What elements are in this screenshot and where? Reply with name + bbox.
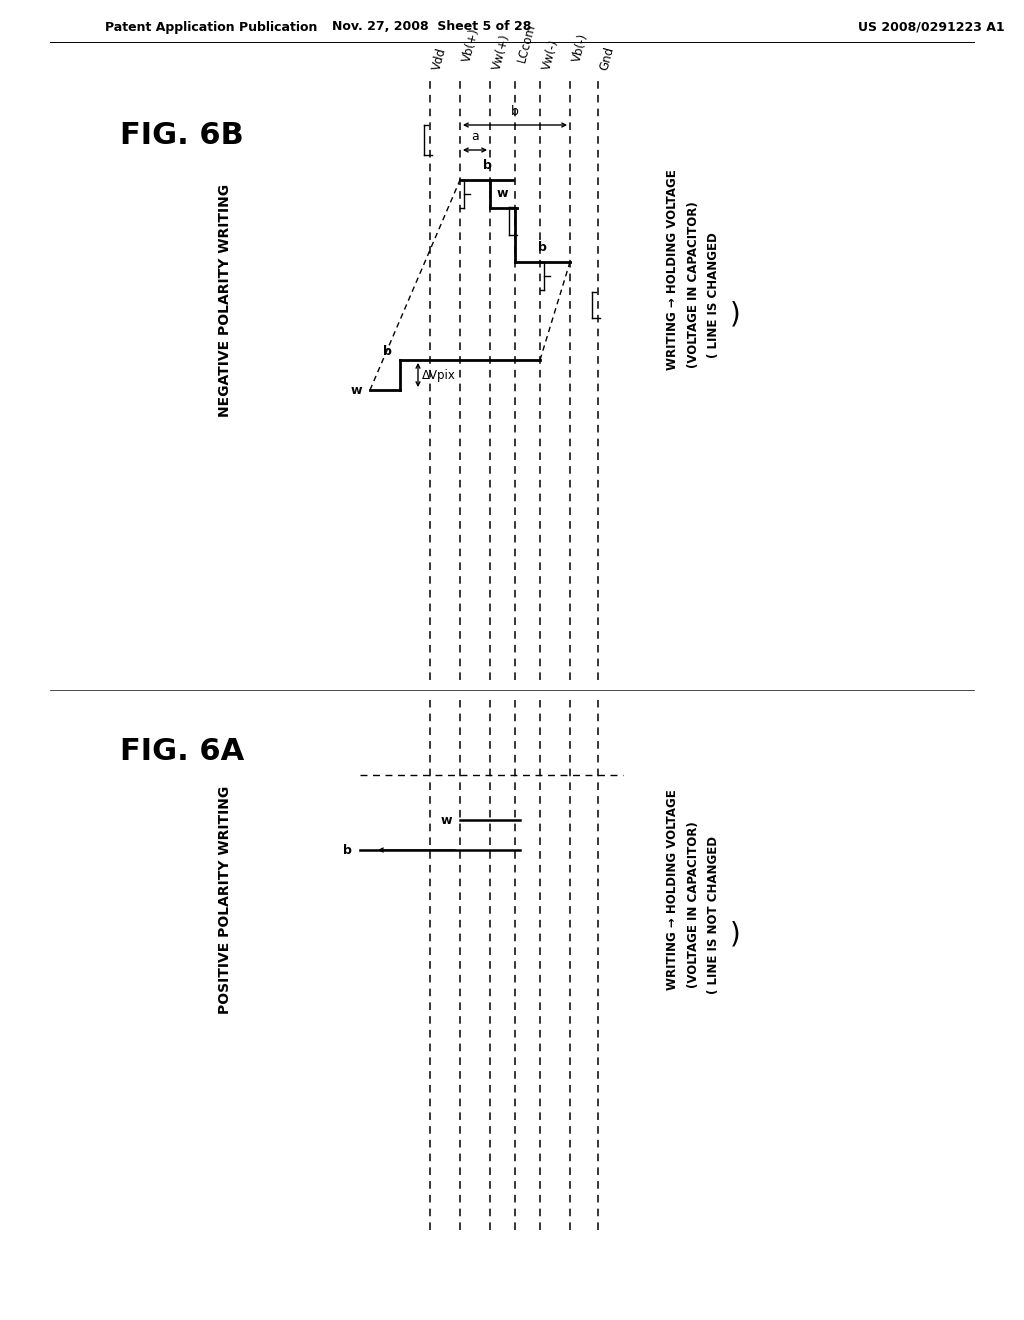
Text: b: b <box>483 158 492 172</box>
Text: Nov. 27, 2008  Sheet 5 of 28: Nov. 27, 2008 Sheet 5 of 28 <box>333 21 531 33</box>
Text: ): ) <box>730 301 740 329</box>
Text: ΔVpix: ΔVpix <box>422 368 456 381</box>
Text: Vw(-): Vw(-) <box>540 38 561 73</box>
Text: POSITIVE POLARITY WRITING: POSITIVE POLARITY WRITING <box>218 785 232 1014</box>
Text: NEGATIVE POLARITY WRITING: NEGATIVE POLARITY WRITING <box>218 183 232 417</box>
Text: (VOLTAGE IN CAPACITOR): (VOLTAGE IN CAPACITOR) <box>687 202 700 368</box>
Text: FIG. 6B: FIG. 6B <box>120 120 244 149</box>
Text: ): ) <box>730 921 740 949</box>
Text: w: w <box>440 813 452 826</box>
Text: Vdd: Vdd <box>430 46 449 73</box>
Text: w: w <box>350 384 362 396</box>
Text: b: b <box>383 345 392 358</box>
Text: WRITING → HOLDING VOLTAGE: WRITING → HOLDING VOLTAGE <box>666 789 679 990</box>
Text: b: b <box>343 843 352 857</box>
Text: b: b <box>538 242 547 253</box>
Text: (VOLTAGE IN CAPACITOR): (VOLTAGE IN CAPACITOR) <box>687 821 700 989</box>
Text: ( LINE IS NOT CHANGED: ( LINE IS NOT CHANGED <box>708 836 721 994</box>
Text: Vb(-): Vb(-) <box>570 33 590 63</box>
Text: LCcom: LCcom <box>515 22 538 63</box>
Text: ( LINE IS CHANGED: ( LINE IS CHANGED <box>708 232 721 358</box>
Text: Vw(+): Vw(+) <box>490 33 512 73</box>
Text: Vb(+): Vb(+) <box>460 28 481 63</box>
Text: w: w <box>497 187 508 201</box>
Text: b: b <box>511 106 519 117</box>
Text: US 2008/0291223 A1: US 2008/0291223 A1 <box>858 21 1005 33</box>
Text: FIG. 6A: FIG. 6A <box>120 738 245 767</box>
Text: WRITING → HOLDING VOLTAGE: WRITING → HOLDING VOLTAGE <box>666 170 679 371</box>
Text: a: a <box>471 129 479 143</box>
Text: Gnd: Gnd <box>598 45 616 73</box>
Text: Patent Application Publication: Patent Application Publication <box>105 21 317 33</box>
